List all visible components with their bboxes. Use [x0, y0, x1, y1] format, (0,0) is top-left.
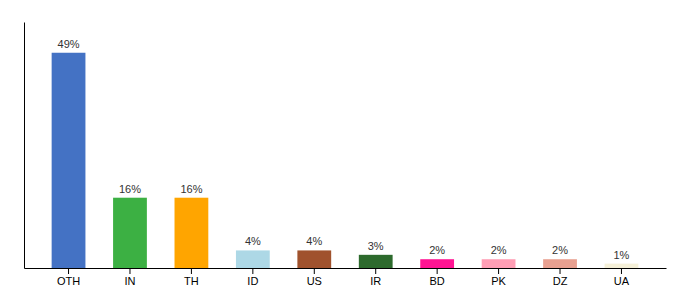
x-tick-mark: [498, 268, 499, 274]
x-tick-label: US: [307, 275, 322, 287]
x-tick: UA: [614, 268, 630, 287]
x-tick-label: BD: [430, 275, 445, 287]
x-axis-line: [25, 268, 667, 269]
x-tick: PK: [491, 268, 506, 287]
data-label: 2%: [552, 244, 568, 256]
x-tick: DZ: [553, 268, 568, 287]
x-tick-mark: [314, 268, 315, 274]
bar: [543, 259, 577, 268]
bar: [113, 198, 147, 268]
x-tick-label: IN: [124, 275, 135, 287]
bar: [605, 264, 639, 268]
data-label: 49%: [58, 38, 80, 50]
x-tick-label: PK: [491, 275, 506, 287]
data-label: 4%: [306, 235, 322, 247]
data-label: 3%: [368, 240, 384, 252]
x-tick: TH: [184, 268, 199, 287]
data-label: 16%: [180, 183, 202, 195]
bar: [420, 259, 454, 268]
y-axis: [24, 23, 25, 269]
x-tick: ID: [247, 268, 258, 287]
chart-container: OTH IN TH ID US IR BD PK DZ UA 49% 16% 16% 4% 4% 3% 2% 2%…: [0, 0, 680, 300]
y-axis-line: [24, 23, 25, 269]
data-label: 1%: [614, 249, 630, 261]
x-tick-label: ID: [247, 275, 258, 287]
data-label: 16%: [119, 183, 141, 195]
x-tick-mark: [375, 268, 376, 274]
x-tick-label: OTH: [57, 275, 80, 287]
bar: [236, 250, 270, 268]
bar: [359, 255, 393, 268]
bar: [175, 198, 209, 268]
x-tick: OTH: [57, 268, 80, 287]
bar: [297, 250, 331, 268]
x-axis: OTH IN TH ID US IR BD PK DZ UA: [25, 268, 667, 287]
x-tick-mark: [68, 268, 69, 274]
data-label: 4%: [245, 235, 261, 247]
x-tick-mark: [560, 268, 561, 274]
data-label: 2%: [491, 244, 507, 256]
x-tick-mark: [437, 268, 438, 274]
x-tick-mark: [621, 268, 622, 274]
x-tick-mark: [252, 268, 253, 274]
bar: [52, 53, 86, 268]
x-tick-label: UA: [614, 275, 630, 287]
x-tick-label: TH: [184, 275, 199, 287]
x-tick: IN: [124, 268, 135, 287]
data-labels: 49% 16% 16% 4% 4% 3% 2% 2% 2% 1%: [58, 38, 630, 261]
x-tick: US: [307, 268, 322, 287]
plot-area: [52, 53, 639, 268]
x-tick-mark: [191, 268, 192, 274]
x-tick-mark: [129, 268, 130, 274]
x-tick-label: DZ: [553, 275, 568, 287]
x-tick: IR: [370, 268, 381, 287]
x-tick: BD: [430, 268, 445, 287]
chart-svg: OTH IN TH ID US IR BD PK DZ UA 49% 16% 16% 4% 4% 3% 2% 2%…: [0, 0, 680, 300]
x-tick-label: IR: [370, 275, 381, 287]
data-label: 2%: [429, 244, 445, 256]
bar: [482, 259, 516, 268]
